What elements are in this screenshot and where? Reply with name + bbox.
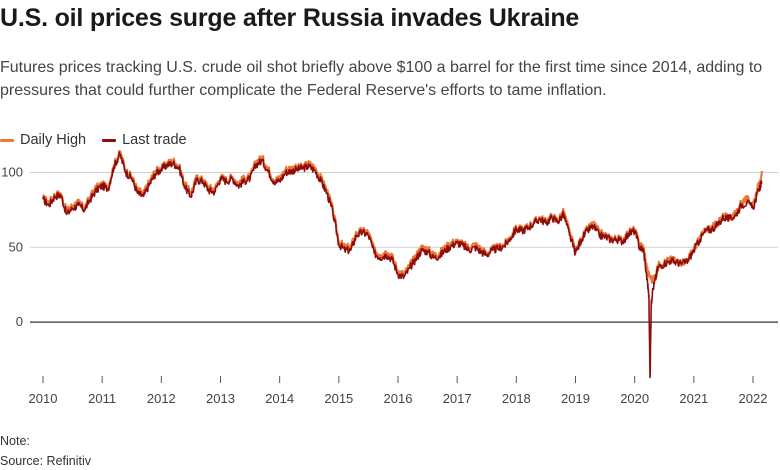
footnote: Note:: [0, 434, 30, 448]
chart-legend: Daily High Last trade: [0, 130, 203, 150]
chart-title: U.S. oil prices surge after Russia invad…: [0, 4, 580, 32]
series-lines: [41, 150, 763, 379]
x-tick-label-2022: 2022: [739, 391, 768, 406]
y-tick-label-0: 0: [16, 314, 23, 329]
x-tick-label-2011: 2011: [88, 391, 116, 406]
y-axis-labels: 0 50 100: [1, 164, 23, 329]
x-tick-label-2021: 2021: [679, 391, 708, 406]
legend-label-daily-high: Daily High: [20, 132, 87, 148]
x-tick-label-2013: 2013: [206, 391, 235, 406]
x-axis: 2010 2011 2012 2013 2014 2015 2016 2017 2018 2019…: [29, 376, 768, 406]
x-tick-label-2014: 2014: [265, 391, 294, 406]
source-line: Source: Refinitiv: [0, 454, 92, 468]
chart-subtitle: Futures prices tracking U.S. crude oil s…: [0, 59, 763, 99]
y-tick-label-50: 50: [9, 239, 23, 254]
y-tick-label-100: 100: [1, 164, 23, 179]
legend-item-daily-high: Daily High: [0, 132, 86, 148]
x-tick-label-2016: 2016: [384, 391, 413, 406]
series-line-daily-high: [41, 150, 763, 284]
legend-swatch-last-trade: [102, 138, 117, 142]
x-tick-label-2017: 2017: [443, 391, 472, 406]
legend-label-last-trade: Last trade: [122, 132, 187, 148]
x-tick-label-2012: 2012: [147, 391, 176, 406]
legend-item-last-trade: Last trade: [102, 132, 187, 148]
x-tick-label-2015: 2015: [324, 391, 353, 406]
series-line-last-trade: [42, 151, 763, 379]
legend-swatch-daily-high: [0, 138, 14, 142]
x-tick-label-2019: 2019: [561, 391, 590, 406]
x-tick-label-2020: 2020: [620, 391, 649, 406]
x-tick-label-2018: 2018: [502, 391, 531, 406]
x-tick-label-2010: 2010: [29, 391, 58, 406]
